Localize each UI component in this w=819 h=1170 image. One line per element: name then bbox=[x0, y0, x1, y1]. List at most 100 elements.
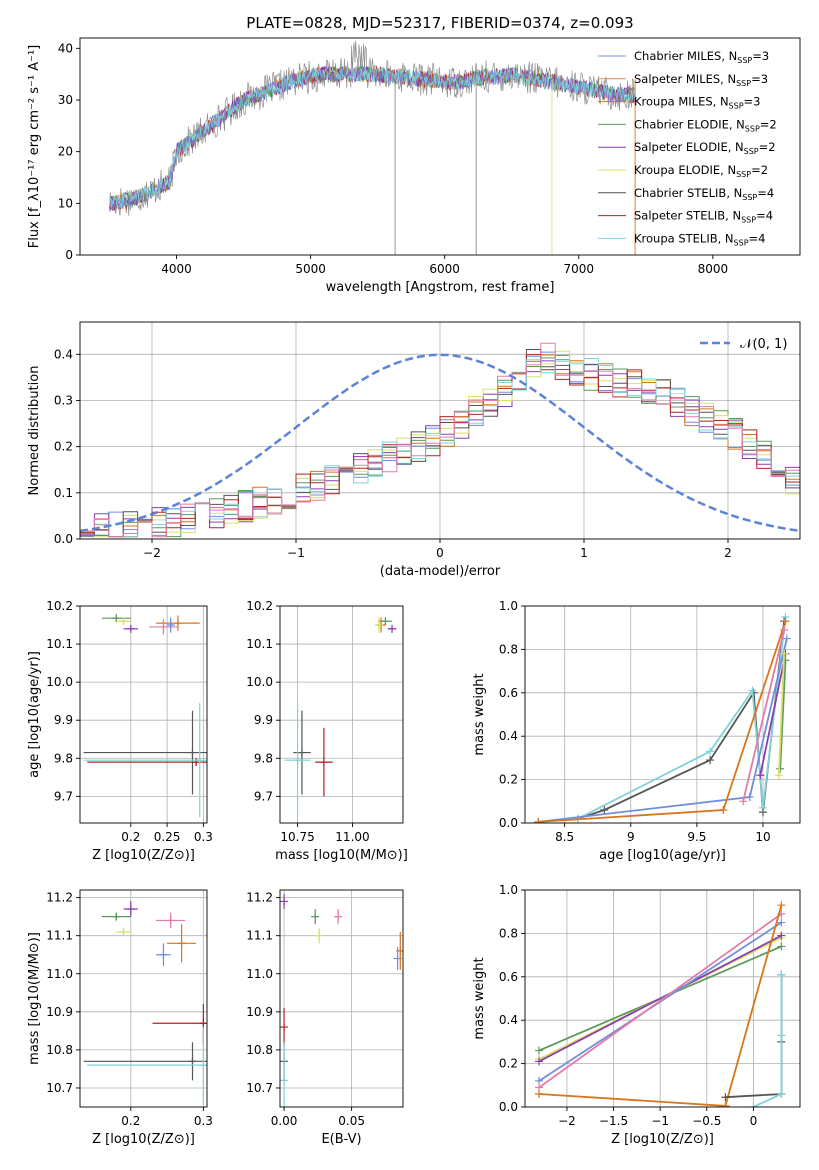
x-axis-label: (data-model)/error bbox=[380, 564, 501, 579]
figure-title: PLATE=0828, MJD=52317, FIBERID=0374, z=0… bbox=[246, 14, 633, 32]
y-tick-label: 0.2 bbox=[499, 1057, 518, 1071]
panel-spectrum: 4000 5000 6000 7000 8000 0 10 20 30 40 wavelength … bbox=[27, 37, 801, 295]
y-tick-label: 10.8 bbox=[246, 1043, 273, 1057]
y-tick-label: 10.2 bbox=[246, 599, 273, 613]
data-point bbox=[173, 619, 182, 628]
y-tick-label: 0.6 bbox=[499, 970, 518, 984]
y-tick-label: 0.1 bbox=[54, 486, 73, 500]
data-point bbox=[199, 1061, 207, 1070]
plot-area bbox=[525, 890, 800, 1107]
data-point bbox=[293, 756, 302, 765]
axes-frame bbox=[279, 889, 404, 1108]
x-tick-label: 7000 bbox=[563, 262, 594, 276]
plot-area bbox=[280, 606, 403, 823]
y-tick-label: 30 bbox=[58, 93, 73, 107]
data-point bbox=[319, 758, 328, 767]
legend-subscript: SSP bbox=[729, 102, 744, 111]
y-tick-label: 11.1 bbox=[46, 929, 73, 943]
data-point bbox=[126, 905, 135, 914]
x-tick-label: 0.05 bbox=[338, 1114, 365, 1128]
y-tick-label: 9.7 bbox=[254, 789, 273, 803]
y-tick-label: 0.8 bbox=[499, 642, 518, 656]
data-point bbox=[777, 901, 786, 910]
x-tick-label: 0 bbox=[436, 546, 444, 560]
y-tick-label: 9.9 bbox=[54, 713, 73, 727]
data-point bbox=[534, 1089, 543, 1098]
y-tick-label: 10.1 bbox=[246, 637, 273, 651]
y-tick-label: 0.4 bbox=[499, 729, 518, 743]
y-axis-label: mass weight bbox=[472, 957, 487, 1039]
data-point bbox=[159, 622, 168, 631]
legend-suffix: =2 bbox=[759, 140, 776, 154]
histogram-step bbox=[80, 342, 800, 538]
data-point bbox=[119, 927, 128, 936]
data-point bbox=[534, 1057, 543, 1066]
legend-label: Chabrier ELODIE, NSSP=2 bbox=[634, 117, 777, 133]
legend-label: Chabrier MILES, NSSP=3 bbox=[634, 49, 769, 65]
x-tick-label: −2 bbox=[558, 1114, 576, 1128]
panel-mass_vs_EBV: 0.00 0.05 10.7 10.8 10.9 11.0 11.1 11.2 E(B-V) bbox=[246, 889, 404, 1147]
legend-label: Kroupa STELIB, NSSP=4 bbox=[634, 231, 765, 247]
x-tick-label: 0.00 bbox=[271, 1114, 298, 1128]
legend-label: Kroupa ELODIE, NSSP=2 bbox=[634, 163, 768, 179]
data-point bbox=[177, 939, 186, 948]
y-tick-label: 0.8 bbox=[499, 926, 518, 940]
panel-age_vs_Z: 0.2 0.25 0.3 9.7 9.8 9.9 10.0 10.1 10.2 Z [log10(… bbox=[27, 599, 213, 863]
data-point bbox=[600, 805, 609, 814]
axes-frame bbox=[79, 889, 208, 1108]
series-line bbox=[538, 913, 782, 1089]
x-tick-label: −1 bbox=[651, 1114, 669, 1128]
data-point bbox=[534, 1046, 543, 1055]
legend-subscript: SSP bbox=[736, 79, 751, 88]
panel-residuals: −2 −1 0 1 2 0.0 0.1 0.2 0.3 0.4 (data-model)/error… bbox=[27, 321, 801, 579]
y-tick-label: 0 bbox=[65, 248, 73, 262]
x-tick-label: −1 bbox=[287, 546, 305, 560]
y-tick-label: 1.0 bbox=[499, 599, 518, 613]
data-point bbox=[280, 897, 289, 906]
y-tick-label: 10.0 bbox=[46, 675, 73, 689]
data-point bbox=[195, 756, 204, 765]
panel-massweight_vs_Z: −2 −1.5 −1 −0.5 0 0.0 0.2 0.4 0.6 0.8 1.0 Z [log10(… bbox=[472, 883, 801, 1147]
series-line-spectrum bbox=[109, 40, 636, 216]
x-tick-label: −0.5 bbox=[692, 1114, 721, 1128]
data-point bbox=[777, 1031, 786, 1040]
data-point bbox=[166, 621, 175, 630]
y-tick-label: 0.2 bbox=[499, 773, 518, 787]
y-tick-label: 0.2 bbox=[54, 440, 73, 454]
x-axis-label: Z [log10(Z/Z⊙)] bbox=[92, 848, 195, 863]
series-line bbox=[759, 653, 787, 776]
data-point bbox=[781, 656, 790, 665]
y-tick-label: 11.0 bbox=[46, 967, 73, 981]
data-point bbox=[126, 624, 135, 633]
y-tick-label: 0.6 bbox=[499, 686, 518, 700]
y-tick-label: 10.1 bbox=[46, 637, 73, 651]
legend-label: Salpeter MILES, NSSP=3 bbox=[634, 72, 768, 88]
legend-suffix: =2 bbox=[751, 163, 768, 177]
x-tick-label: 11.00 bbox=[335, 830, 369, 844]
legend-label: 𝒩(0, 1) bbox=[740, 337, 787, 352]
y-tick-label: 11.0 bbox=[246, 967, 273, 981]
data-point bbox=[534, 817, 543, 823]
y-tick-label: 0.0 bbox=[499, 1100, 518, 1114]
data-point bbox=[719, 805, 728, 814]
y-tick-label: 0.3 bbox=[54, 393, 73, 407]
y-tick-label: 10.2 bbox=[46, 599, 73, 613]
series-line-spectrum bbox=[109, 65, 636, 209]
data-point bbox=[749, 1103, 758, 1107]
data-point bbox=[159, 950, 168, 959]
y-tick-label: 0.4 bbox=[54, 347, 73, 361]
y-tick-label: 0.4 bbox=[499, 1013, 518, 1027]
y-tick-label: 10.7 bbox=[46, 1081, 73, 1095]
legend-label: Salpeter STELIB, NSSP=4 bbox=[634, 209, 773, 225]
data-point bbox=[280, 1076, 289, 1085]
data-point bbox=[748, 686, 757, 695]
data-point bbox=[192, 758, 201, 767]
data-point bbox=[381, 617, 390, 626]
data-point bbox=[776, 764, 785, 773]
y-tick-label: 9.8 bbox=[254, 751, 273, 765]
data-point bbox=[388, 624, 397, 633]
y-axis-label: Normed distribution bbox=[27, 366, 42, 496]
data-point bbox=[721, 1101, 730, 1107]
y-tick-label: 10.7 bbox=[246, 1081, 273, 1095]
